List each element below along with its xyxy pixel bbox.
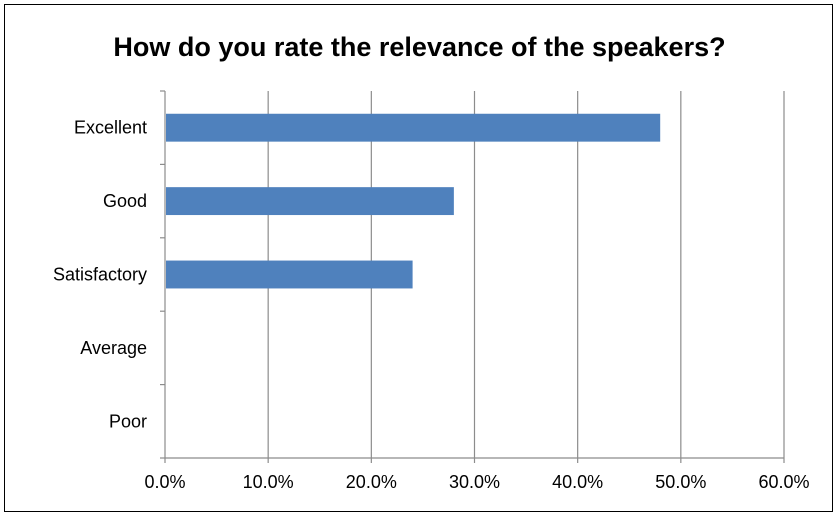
x-tick-label: 40.0% (552, 472, 603, 492)
y-tick-label: Good (103, 191, 147, 211)
tick-labels: 0.0% 10.0% 20.0% 30.0% 40.0% 50.0% 60.0% Excell… (53, 118, 810, 492)
bars (166, 113, 661, 289)
chart-plot: 0.0% 10.0% 20.0% 30.0% 40.0% 50.0% 60.0% Excell… (53, 90, 810, 492)
x-tick-label: 20.0% (346, 472, 397, 492)
x-tick-label: 60.0% (758, 472, 809, 492)
x-tick-label: 50.0% (655, 472, 706, 492)
y-tick-label: Poor (109, 411, 147, 431)
chart-frame: How do you rate the relevance of the spe… (4, 4, 833, 512)
x-tick-label: 30.0% (449, 472, 500, 492)
bar-satisfactory (166, 260, 413, 289)
bar-excellent (166, 113, 661, 142)
chart-title: How do you rate the relevance of the spe… (113, 32, 726, 62)
y-tick-label: Satisfactory (53, 265, 147, 285)
bar-good (166, 187, 454, 216)
x-tick-label: 0.0% (144, 472, 185, 492)
y-tick-label: Average (80, 338, 147, 358)
y-tick-label: Excellent (74, 118, 147, 138)
x-tick-label: 10.0% (243, 472, 294, 492)
axes (160, 90, 785, 463)
